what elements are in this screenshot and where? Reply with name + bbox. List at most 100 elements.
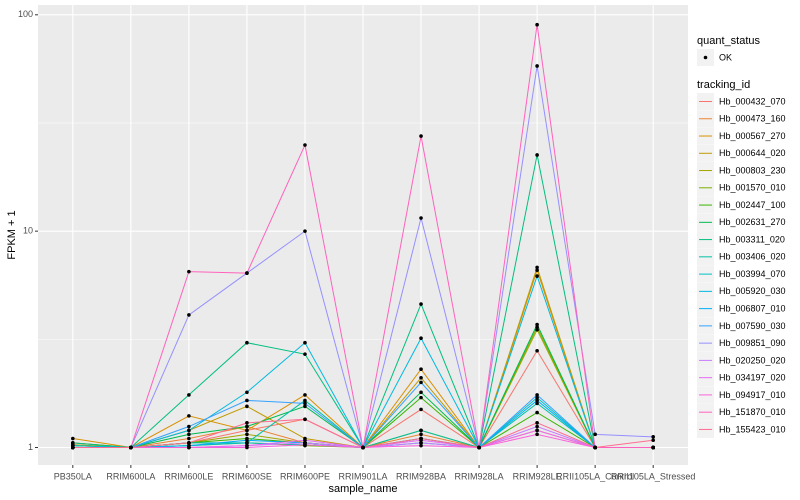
data-point bbox=[419, 380, 423, 385]
data-point bbox=[245, 428, 249, 433]
legend-label: Hb_001570_010 bbox=[719, 183, 786, 193]
x-tick-label: RRII105LA_Stressed bbox=[611, 471, 696, 481]
data-point bbox=[245, 445, 249, 450]
x-axis-title: sample_name bbox=[328, 483, 397, 495]
legend-label: Hb_155423_010 bbox=[719, 424, 786, 434]
data-point bbox=[361, 445, 365, 450]
legend-label: Hb_000567_270 bbox=[719, 131, 786, 141]
legend-label: Hb_000473_160 bbox=[719, 114, 786, 124]
data-point bbox=[535, 327, 539, 332]
x-tick-label: RRIM600PE bbox=[280, 471, 330, 481]
data-point bbox=[419, 428, 423, 433]
data-point bbox=[187, 313, 191, 317]
data-point bbox=[535, 268, 539, 272]
data-point bbox=[187, 269, 191, 274]
data-point bbox=[303, 143, 307, 147]
legend-label: Hb_003406_020 bbox=[719, 252, 786, 262]
data-point bbox=[71, 436, 75, 441]
data-point bbox=[303, 352, 307, 356]
legend-dot bbox=[703, 55, 708, 60]
legend-label: OK bbox=[719, 52, 732, 62]
x-tick-label: PB350LA bbox=[54, 471, 92, 481]
data-point bbox=[535, 421, 539, 425]
data-point bbox=[303, 393, 307, 397]
data-point bbox=[245, 421, 249, 425]
data-point bbox=[419, 216, 423, 220]
x-tick-label: RRIM600LE bbox=[164, 471, 213, 481]
data-point bbox=[187, 424, 191, 429]
data-point bbox=[245, 271, 249, 275]
data-point bbox=[71, 441, 75, 445]
data-point bbox=[245, 432, 249, 437]
legend-label: Hb_000432_070 bbox=[719, 96, 786, 106]
legend-title: quant_status bbox=[697, 35, 760, 47]
y-tick-label: 10 bbox=[23, 226, 33, 236]
data-point bbox=[71, 445, 75, 450]
data-point bbox=[303, 438, 307, 443]
data-point bbox=[535, 410, 539, 415]
data-point bbox=[419, 134, 423, 138]
data-point bbox=[419, 395, 423, 400]
data-point bbox=[419, 367, 423, 372]
data-point bbox=[419, 375, 423, 380]
data-point bbox=[535, 398, 539, 403]
data-point bbox=[303, 398, 307, 403]
data-point bbox=[419, 302, 423, 306]
data-point bbox=[245, 441, 249, 445]
legend-label: Hb_005920_030 bbox=[719, 286, 786, 296]
legend-label: Hb_006807_010 bbox=[719, 303, 786, 313]
data-point bbox=[187, 428, 191, 433]
data-point bbox=[419, 432, 423, 437]
x-tick-label: RRIM928BA bbox=[396, 471, 446, 481]
data-point bbox=[187, 436, 191, 441]
data-point bbox=[303, 340, 307, 345]
data-point bbox=[245, 340, 249, 345]
data-point bbox=[419, 407, 423, 412]
data-point bbox=[535, 424, 539, 429]
data-point bbox=[535, 322, 539, 327]
x-tick-label: RRIM928LA bbox=[455, 471, 504, 481]
legend-label: Hb_002447_100 bbox=[719, 200, 786, 210]
legend-label: Hb_007590_030 bbox=[719, 321, 786, 331]
data-point bbox=[535, 428, 539, 433]
x-tick-label: RRIM600SE bbox=[222, 471, 272, 481]
data-point bbox=[535, 153, 539, 157]
data-point bbox=[303, 401, 307, 406]
x-tick-label: RRIM928LE bbox=[513, 471, 562, 481]
data-point bbox=[535, 265, 539, 270]
data-point bbox=[303, 229, 307, 233]
legend-label: Hb_003994_070 bbox=[719, 269, 786, 279]
data-point bbox=[651, 435, 655, 439]
data-point bbox=[419, 436, 423, 441]
data-point bbox=[245, 404, 249, 409]
data-point bbox=[651, 445, 655, 450]
legend-label: Hb_034197_020 bbox=[719, 373, 786, 383]
data-point bbox=[535, 401, 539, 406]
data-point bbox=[477, 445, 481, 450]
legend-label: Hb_020250_020 bbox=[719, 355, 786, 365]
data-point bbox=[245, 398, 249, 403]
legend-label: Hb_094917_010 bbox=[719, 390, 786, 400]
data-point bbox=[535, 395, 539, 400]
data-point bbox=[303, 442, 307, 447]
y-axis-title: FPKM + 1 bbox=[6, 210, 18, 259]
data-point bbox=[651, 438, 655, 443]
data-point bbox=[593, 445, 597, 450]
data-point bbox=[593, 432, 597, 437]
legend-title: tracking_id bbox=[697, 79, 750, 91]
x-tick-label: RRII105LA_Control bbox=[556, 471, 634, 481]
data-point bbox=[535, 393, 539, 397]
legend-label: Hb_000803_230 bbox=[719, 165, 786, 175]
data-point bbox=[187, 414, 191, 418]
y-tick-label: 1 bbox=[28, 442, 33, 452]
data-point bbox=[245, 390, 249, 395]
y-tick-label: 100 bbox=[18, 9, 33, 19]
data-point bbox=[245, 424, 249, 429]
data-point bbox=[535, 274, 539, 278]
data-point bbox=[419, 443, 423, 448]
legend-label: Hb_151870_010 bbox=[719, 407, 786, 417]
legend-label: Hb_003311_020 bbox=[719, 234, 785, 244]
data-point bbox=[535, 348, 539, 353]
data-point bbox=[419, 390, 423, 395]
